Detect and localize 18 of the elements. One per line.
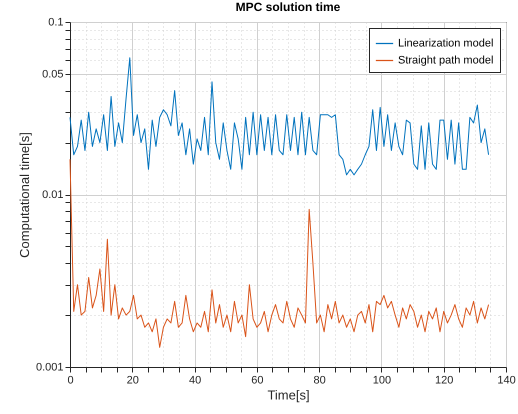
x-axis-title: Time[s]	[267, 388, 310, 402]
y-tick-label: 0.01	[42, 189, 64, 201]
x-tick-label: 80	[314, 374, 326, 386]
line-series	[70, 158, 490, 348]
y-axis-title: Computational time[s]	[16, 132, 32, 258]
legend-label: Linearization model	[398, 38, 494, 50]
chart-title: MPC solution time	[236, 0, 341, 14]
x-tick-label: 40	[188, 374, 202, 386]
y-tick-label: 0.05	[42, 68, 64, 80]
x-tick-label: 60	[251, 374, 264, 386]
x-tick-label: 20	[126, 374, 139, 386]
y-tick-label: 0.001	[36, 362, 64, 374]
y-tick-label: 0.1	[48, 16, 64, 28]
x-tick-label: 120	[435, 374, 454, 386]
legend-label: Straight path model	[398, 54, 494, 66]
x-tick-label: 0	[67, 374, 74, 386]
x-tick-label: 100	[372, 374, 392, 386]
x-tick-label: 140	[497, 374, 516, 386]
